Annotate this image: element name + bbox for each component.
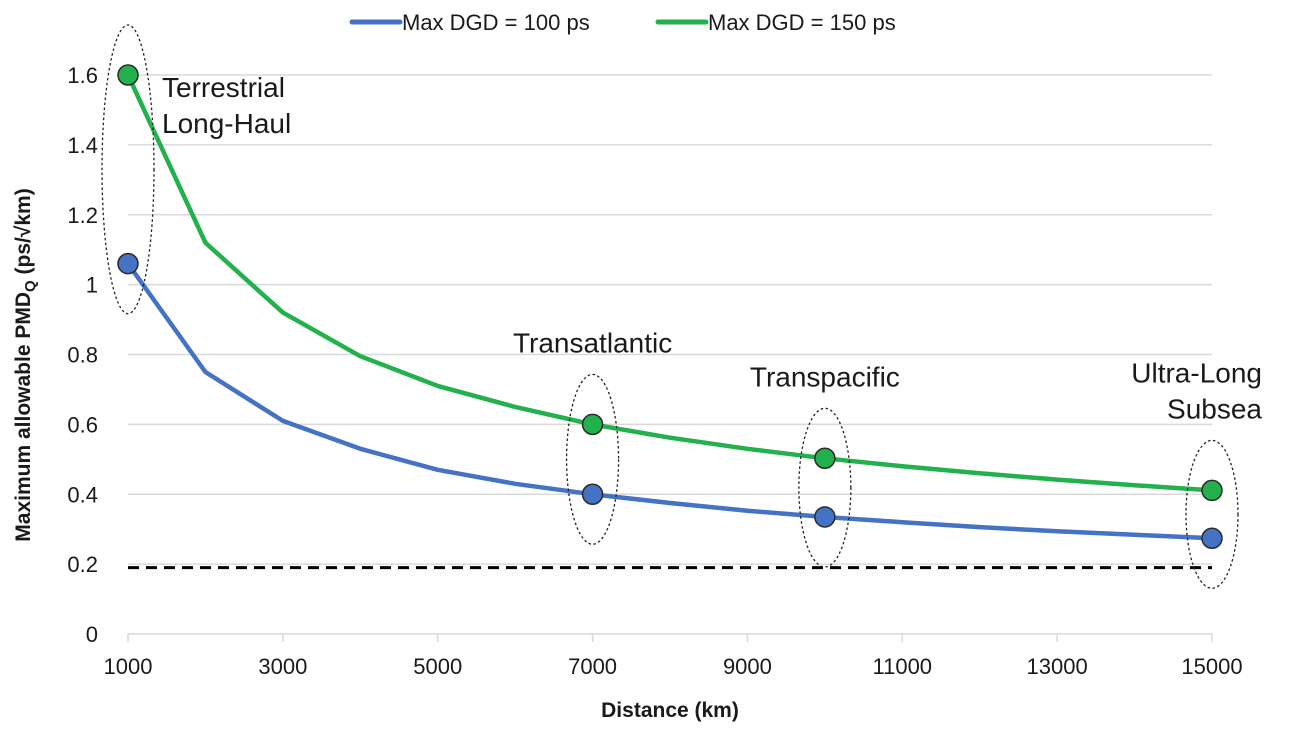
highlight-ellipse (565, 373, 620, 545)
y-tick-label: 0 (86, 622, 98, 647)
highlight-ellipse (798, 407, 852, 568)
x-tick-label: 15000 (1181, 654, 1242, 679)
y-axis-title-subscript: Q (22, 280, 39, 292)
highlight-ellipses (101, 24, 1239, 589)
x-tick-label: 5000 (413, 654, 462, 679)
y-tick-label: 1 (86, 273, 98, 298)
y-tick-label: 0.4 (67, 482, 98, 507)
y-axis-title-unit: (ps/√km) (12, 188, 35, 280)
y-tick-label: 1.2 (67, 203, 98, 228)
x-tick-label: 1000 (104, 654, 153, 679)
annotation-label: Subsea (1167, 393, 1262, 424)
highlight-ellipse (101, 24, 155, 315)
gridlines (128, 74, 1212, 565)
y-tick-label: 0.6 (67, 412, 98, 437)
annotation-label: Ultra-Long (1131, 357, 1262, 388)
series-line-2 (125, 72, 1215, 493)
annotations: Terrestrial Long-Haul Transatlantic Transpa… (162, 72, 1262, 424)
series-line-1 (125, 261, 1215, 541)
x-axis-title: Distance (km) (601, 699, 739, 722)
y-tick-label: 0.8 (67, 343, 98, 368)
x-tick-label: 11000 (873, 654, 933, 679)
series-1-marker (117, 252, 139, 275)
y-axis-title: Maximum allowable PMDQ (ps/√km) (12, 188, 39, 541)
y-tick-label: 1.4 (67, 133, 98, 158)
series-lines (125, 72, 1215, 541)
legend-label-2: Max DGD = 150 ps (708, 10, 896, 35)
annotation-label: Transpacific (750, 361, 900, 392)
annotation-label: Transatlantic (513, 327, 672, 358)
series-markers (117, 64, 1223, 550)
axes: 0 0.2 0.4 0.6 0.8 1 1.2 1.4 1.6 1000 3000 5000 7000 9… (67, 63, 1242, 679)
x-tick-label: 3000 (258, 654, 307, 679)
x-tick-label: 13000 (1027, 654, 1088, 679)
series-2-marker (1201, 479, 1223, 502)
series-2-marker (117, 64, 139, 86)
y-axis-title-main: Maximum allowable PMD (12, 292, 35, 542)
y-tick-label: 0.2 (67, 552, 98, 577)
y-tick-label: 1.6 (67, 63, 98, 88)
series-1-marker (1201, 527, 1223, 550)
x-tick-label: 9000 (723, 654, 772, 679)
x-tick-label: 7000 (568, 654, 617, 679)
axis-titles: Distance (km) Maximum allowable PMDQ (ps/… (12, 188, 739, 722)
series-2-marker (814, 447, 836, 470)
series-1-marker (581, 483, 604, 505)
annotation-label: Terrestrial (162, 72, 285, 103)
series-2-marker (581, 413, 604, 436)
legend-label-1: Max DGD = 100 ps (402, 10, 590, 35)
legend: Max DGD = 100 ps Max DGD = 150 ps (349, 10, 896, 35)
highlight-ellipse (1185, 439, 1239, 589)
series-1-marker (814, 506, 836, 528)
annotation-label: Long-Haul (162, 108, 291, 139)
